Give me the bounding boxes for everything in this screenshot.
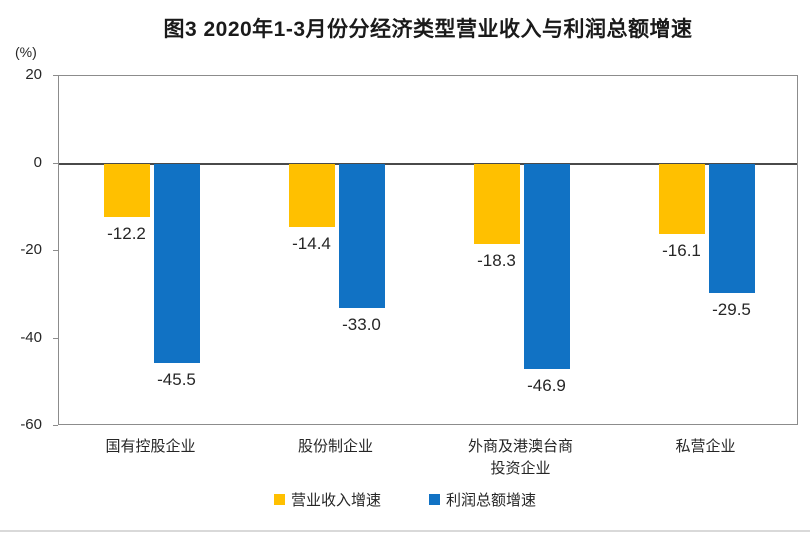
value-label: -46.9 <box>527 375 566 395</box>
value-label: -45.5 <box>157 369 196 389</box>
bar-营业收入增速-私营企业 <box>658 163 705 234</box>
legend-label: 利润总额增速 <box>446 492 537 509</box>
value-label: -16.1 <box>662 240 701 260</box>
value-label: -29.5 <box>712 299 751 319</box>
y-tick-mark <box>53 338 58 339</box>
bar-营业收入增速-外商及港澳台商投资企业 <box>473 163 520 244</box>
category-label-国有控股企业: 国有控股企业 <box>105 438 196 455</box>
value-label: -14.4 <box>292 233 331 253</box>
bar-利润总额增速-外商及港澳台商投资企业 <box>523 163 570 369</box>
bar-营业收入增速-国有控股企业 <box>103 163 150 217</box>
bar-营业收入增速-股份制企业 <box>288 163 335 227</box>
legend-swatch-icon <box>429 494 440 505</box>
value-label: -33.0 <box>342 314 381 334</box>
y-tick-mark <box>53 75 58 76</box>
zero-axis-line <box>59 162 797 165</box>
legend-item-营业收入增速: 营业收入增速 <box>273 489 381 510</box>
chart-title: 图3 2020年1-3月份分经济类型营业收入与利润总额增速 <box>163 18 693 41</box>
legend-label: 营业收入增速 <box>290 492 381 509</box>
y-axis-unit-label: (%) <box>15 44 37 60</box>
y-tick-label: 20 <box>25 66 42 83</box>
plot-area: -12.2 -45.5 -14.4 -33.0 -18.3 -46.9 -16.1 -29.5 <box>58 75 798 425</box>
bar-利润总额增速-私营企业 <box>708 163 755 293</box>
y-tick-mark <box>53 425 58 426</box>
bottom-edge-line <box>0 530 810 532</box>
legend-swatch-icon <box>273 494 285 505</box>
y-tick-mark <box>53 163 58 164</box>
category-label-股份制企业: 股份制企业 <box>297 438 373 455</box>
y-tick-label: -60 <box>20 416 42 433</box>
category-label-私营企业: 私营企业 <box>675 438 736 455</box>
y-tick-label: -40 <box>20 328 42 346</box>
value-label: -12.2 <box>107 223 146 243</box>
value-label: -18.3 <box>477 250 516 270</box>
y-tick-label: -20 <box>20 241 42 258</box>
legend-item-利润总额增速: 利润总额增速 <box>429 489 536 510</box>
bar-利润总额增速-国有控股企业 <box>153 163 200 363</box>
chart-legend: 营业收入增速 利润总额增速 <box>0 489 810 510</box>
y-tick-mark <box>53 250 58 251</box>
y-tick-label: 0 <box>33 153 42 171</box>
bar-利润总额增速-股份制企业 <box>338 163 385 308</box>
category-label-外商及港澳台商投资企业: 外商及港澳台商 投资企业 <box>467 438 573 477</box>
